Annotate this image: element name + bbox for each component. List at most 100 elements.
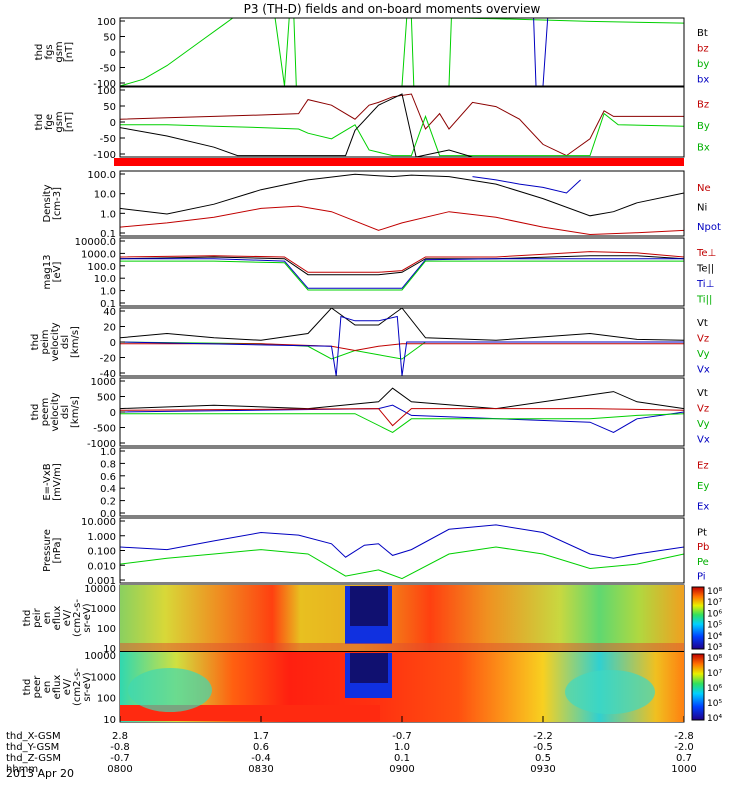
legend-density-0: Ne bbox=[697, 183, 711, 194]
panel-pressure: 10.000 1.000 0.100 0.010 0.001 Pressure [nPa] P… bbox=[42, 517, 709, 587]
ephemeris-value: 0800 bbox=[107, 764, 132, 775]
legend-peim-velocity-3: Vx bbox=[697, 364, 710, 375]
panel-frame bbox=[119, 86, 685, 158]
ephemeris-value: 0900 bbox=[389, 764, 414, 775]
y-tick-label: -40 bbox=[100, 369, 116, 380]
y-tick-label: 0 bbox=[110, 408, 116, 419]
legend-temperature-0: Te⊥ bbox=[696, 248, 716, 259]
legend-peim-velocity-2: Vy bbox=[697, 349, 710, 360]
colorbar-label: 10⁷ bbox=[707, 669, 722, 679]
y-tick-label: 100 bbox=[97, 17, 116, 28]
legend-peim-velocity-1: Vz bbox=[697, 333, 709, 344]
peer-spectrogram-cool-right bbox=[565, 670, 655, 714]
ephemeris-value: 0.6 bbox=[253, 742, 269, 753]
y-tick-label: 50 bbox=[103, 33, 116, 44]
series-peem-velocity-vt bbox=[119, 387, 685, 410]
y-axis-label-line: en bbox=[42, 612, 53, 625]
y-tick-label: 100 bbox=[97, 86, 116, 97]
y-axis-label-line: peer bbox=[32, 675, 43, 699]
series-peim-velocity-vx bbox=[119, 315, 684, 377]
legend-temperature-3: Ti|| bbox=[696, 294, 712, 305]
ephemeris-row-label: thd_X-GSM bbox=[6, 731, 61, 742]
ephemeris-row-label: thd_Z-GSM bbox=[6, 753, 61, 764]
panel-fge: 100 50 0 -50 -100 thd fge gsm [nT] Bz By Bx bbox=[34, 86, 710, 161]
y-tick-label: 0 bbox=[110, 118, 116, 129]
y-tick-label: -1000 bbox=[87, 439, 116, 450]
ephemeris-value: -2.2 bbox=[533, 731, 553, 742]
ephemeris-value: 0.5 bbox=[535, 753, 551, 764]
series-fgs-bx bbox=[533, 17, 549, 87]
date-label: 2013 Apr 20 bbox=[6, 767, 74, 780]
y-tick-label: 1.0 bbox=[100, 287, 116, 298]
y-axis-label-line: Density bbox=[42, 184, 53, 222]
y-axis-label-line: fgs bbox=[44, 44, 55, 59]
legend-fgs-2: by bbox=[697, 59, 709, 70]
y-axis-label-line: velocity bbox=[50, 322, 61, 361]
legend-fge-0: Bz bbox=[697, 100, 709, 111]
ephemeris-value: 1000 bbox=[671, 764, 696, 775]
series-temperature-ti bbox=[120, 258, 684, 289]
y-axis-label-line: E=-VxB bbox=[42, 463, 53, 500]
legend-fgs-0: Bt bbox=[697, 28, 708, 39]
y-axis-label-line: fge bbox=[44, 114, 55, 130]
panel-e-field: 1.00.8 0.60.4 0.20.0 E=-VxB [mV/m] Ez Ey Ex bbox=[42, 447, 709, 520]
y-axis-label-line: [eV] bbox=[52, 262, 63, 283]
y-tick-label: 100 bbox=[97, 624, 116, 635]
panel-frame bbox=[119, 237, 685, 307]
y-axis-label-line: peim bbox=[40, 329, 51, 354]
y-tick-label: 0.0 bbox=[100, 509, 116, 520]
y-tick-label: 0.001 bbox=[87, 576, 116, 587]
colorbar-label: 10⁸ bbox=[707, 587, 722, 597]
ephemeris-value: -2.0 bbox=[674, 742, 694, 753]
y-tick-label: 10 bbox=[103, 644, 116, 655]
legend-temperature-1: Te|| bbox=[696, 263, 714, 274]
legend-pressure-0: Pt bbox=[697, 527, 707, 538]
y-tick-label: 0 bbox=[110, 338, 116, 349]
y-tick-label: -100 bbox=[93, 79, 116, 90]
y-tick-label: 1.0 bbox=[100, 209, 116, 220]
series-density-npot bbox=[472, 176, 581, 194]
y-tick-label: 1000.0 bbox=[81, 249, 116, 260]
ephemeris-value: -0.5 bbox=[533, 742, 553, 753]
y-axis-label-line: [nPa] bbox=[52, 537, 63, 563]
y-tick-label: 10.0 bbox=[94, 190, 116, 201]
colorbar-label: 10⁸ bbox=[707, 654, 722, 664]
y-axis-label-line: thd bbox=[22, 610, 33, 627]
legend-fge-2: Bx bbox=[697, 142, 710, 153]
y-tick-label: 0.4 bbox=[100, 484, 116, 495]
y-axis-label-line: eflux bbox=[52, 606, 63, 631]
legend-density-2: Npot bbox=[697, 222, 721, 233]
ephemeris-value: 1.0 bbox=[394, 742, 410, 753]
y-tick-label: 0.1 bbox=[100, 299, 116, 310]
legend-peem-velocity-1: Vz bbox=[697, 403, 709, 414]
y-axis-label-line: [mV/m] bbox=[52, 463, 63, 501]
legend-fgs-1: bz bbox=[697, 43, 709, 54]
peir-spectrogram-dropout-core bbox=[350, 586, 388, 626]
legend-pressure-1: Pb bbox=[697, 542, 709, 553]
colorbar-label: 10⁶ bbox=[707, 684, 722, 694]
legend-fge-1: By bbox=[697, 121, 710, 132]
y-tick-label: 10.000 bbox=[81, 517, 116, 528]
y-tick-label: 100 bbox=[97, 694, 116, 705]
ephemeris-value: 0930 bbox=[530, 764, 555, 775]
panel-peir-eflux: 10000 1000 100 10 thd peir en eflux eV/(cm2-s-sr… bbox=[22, 584, 722, 655]
series-pressure-pe bbox=[119, 546, 685, 580]
series-temperature-te bbox=[119, 255, 685, 276]
colorbar-peer-eflux bbox=[691, 653, 705, 721]
y-tick-label: 1000 bbox=[91, 672, 116, 683]
colorbar-label: 10⁵ bbox=[707, 621, 722, 631]
y-tick-label: 1.000 bbox=[87, 532, 116, 543]
panel-frame bbox=[119, 447, 685, 517]
legend-pressure-2: Pe bbox=[697, 557, 709, 568]
y-tick-label: -50 bbox=[100, 134, 116, 145]
y-axis-label-line: [km/s] bbox=[70, 396, 81, 428]
y-axis-label-line: thd bbox=[30, 404, 41, 421]
colorbar-label: 10⁷ bbox=[707, 598, 722, 608]
legend-e-field-1: Ey bbox=[697, 481, 709, 492]
y-axis-label-line: (cm2-s- bbox=[72, 668, 83, 706]
y-axis-label-line: thd bbox=[34, 44, 45, 61]
y-axis-label-line: mag13 bbox=[42, 255, 53, 290]
y-axis-label-line: thd bbox=[22, 679, 33, 696]
colorbar-label: 10⁵ bbox=[707, 699, 722, 709]
y-axis-label-line: dsl bbox=[60, 335, 71, 349]
